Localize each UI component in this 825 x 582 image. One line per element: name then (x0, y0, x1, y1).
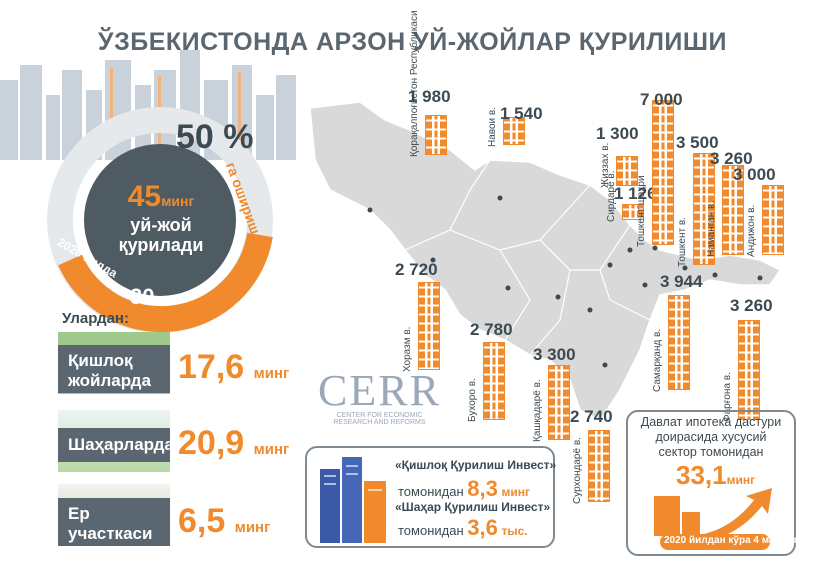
region-name: Наманган в. (706, 200, 717, 257)
village-number: 17,6 (178, 348, 245, 386)
village-label-line1: Қишлоқ (68, 351, 133, 370)
region-value: 1 980 (408, 87, 451, 106)
mortgage-caption: Давлат ипотека дастури доирасида хусусий… (630, 415, 792, 460)
prev-year-value: 30минг (130, 284, 183, 310)
invest-org1-value: томонидан 8,3 минг (398, 476, 530, 502)
land-value: 6,5 минг (178, 502, 270, 541)
invest-org1-unit: минг (501, 485, 531, 499)
total-value: 45минг (116, 180, 206, 214)
mortgage-value: 33,1минг (676, 460, 755, 491)
village-label: Қишлоқ жойларда (58, 345, 170, 393)
page-title: ЎЗБЕКИСТОНДА АРЗОН УЙ-ЖОЙЛАР ҚУРИЛИШИ (98, 28, 727, 56)
region-name: Андижон в. (746, 204, 757, 257)
city-value: 20,9 минг (178, 424, 289, 463)
logo-sub1: CENTER FOR ECONOMIC (336, 412, 423, 419)
region-bar (616, 156, 638, 186)
region-value: 1 126 (614, 184, 657, 203)
mortgage-unit: минг (726, 473, 756, 487)
region-value: 3 300 (533, 345, 576, 364)
total-caption: уй-жой қурилади (96, 215, 226, 255)
land-number: 6,5 (178, 502, 226, 540)
region-name: Бухоро в. (467, 378, 478, 422)
cerr-logo: CERR CENTER FOR ECONOMIC RESEARCH AND RE… (318, 366, 441, 427)
region-bar (425, 115, 447, 155)
village-value: 17,6 минг (178, 348, 289, 387)
region-value: 2 780 (470, 320, 513, 339)
region-value: 3 260 (710, 149, 753, 168)
city-number: 20,9 (178, 424, 245, 462)
logo-text: CERR (318, 366, 441, 415)
region-bar (762, 185, 784, 255)
mortgage-line1: Давлат ипотека дастури (640, 415, 782, 429)
region-name: Тошкент шаҳри (636, 175, 647, 247)
region-value: 1 300 (596, 124, 639, 143)
village-label-line2: жойларда (68, 371, 151, 390)
mortgage-line2: доирасида хусусий (655, 430, 767, 444)
mortgage-panel (626, 410, 796, 556)
total-number: 45 (127, 180, 162, 213)
ribbon (660, 534, 770, 550)
region-bar (652, 100, 674, 245)
invest-org1-prefix: томонидан (398, 484, 464, 499)
invest-org2-prefix: томонидан (398, 523, 464, 538)
logo-sub2: RESEARCH AND REFORMS (333, 419, 426, 426)
region-bar (503, 117, 525, 145)
region-value: 7 000 (640, 90, 683, 109)
total-unit: минг (161, 193, 195, 209)
region-value: 3 000 (733, 165, 776, 184)
region-value: 1 540 (500, 104, 543, 123)
breakdown-header: Улардан: (62, 310, 129, 327)
ribbon-text: 2020 йилдан кўра 4 марта кўпроқ (664, 535, 825, 546)
region-value: 3 500 (676, 133, 719, 152)
mortgage-number: 33,1 (676, 460, 727, 490)
invest-org2-unit: тыс. (501, 524, 528, 538)
region-bar (738, 320, 760, 420)
target-ring-chart (47, 107, 273, 333)
invest-org2-value: томонидан 3,6 тыс. (398, 515, 528, 541)
city-label-line1: Шаҳарларда (68, 435, 174, 454)
region-name: Навои в. (487, 107, 498, 147)
region-name: Қорақалпоғистон Республикаси (409, 10, 420, 157)
region-value: 2 740 (570, 407, 613, 426)
mortgage-line3: сектор томонидан (658, 445, 764, 459)
buildings-icon (320, 457, 386, 543)
region-name: Самарқанд в. (652, 328, 663, 392)
uzbekistan-map (309, 101, 782, 421)
total-caption-line2: қурилади (118, 235, 204, 255)
region-bar (483, 342, 505, 420)
land-label-line1: Ер участкаси (68, 504, 153, 543)
invest-org2: «Шаҳар Қурилиш Инвест» (395, 500, 551, 514)
prev-unit: минг (154, 293, 183, 307)
region-bar (588, 430, 610, 502)
region-value: 3 260 (730, 296, 773, 315)
region-bar (668, 295, 690, 390)
land-unit: минг (234, 519, 271, 536)
invest-org1: «Қишлоқ Қурилиш Инвест» (395, 458, 557, 472)
region-name: Сурхондарё в. (572, 437, 583, 504)
region-name: Қашқадарё в. (532, 379, 543, 442)
village-unit: минг (253, 365, 290, 382)
region-name: Сирдарё в. (606, 170, 617, 222)
land-label: Ер участкаси бор уйлар (58, 498, 170, 563)
invest-org1-number: 8,3 (467, 476, 498, 501)
city-unit: минг (253, 441, 290, 458)
region-bar (548, 365, 570, 440)
city-label: Шаҳарларда (58, 428, 174, 462)
region-value: 2 720 (395, 260, 438, 279)
region-value: 3 944 (660, 272, 703, 291)
invest-org2-number: 3,6 (467, 515, 498, 540)
growth-percent: 50 % (176, 118, 254, 156)
invest-panel (305, 446, 555, 548)
region-name: Тошкент в. (677, 217, 688, 267)
region-bar (722, 165, 744, 255)
prev-number: 30 (130, 284, 155, 309)
region-bar (622, 204, 644, 220)
land-label-line2: бор уйлар (68, 544, 155, 563)
region-bar (418, 282, 440, 370)
total-caption-line1: уй-жой (130, 215, 192, 235)
region-bar (693, 153, 715, 265)
